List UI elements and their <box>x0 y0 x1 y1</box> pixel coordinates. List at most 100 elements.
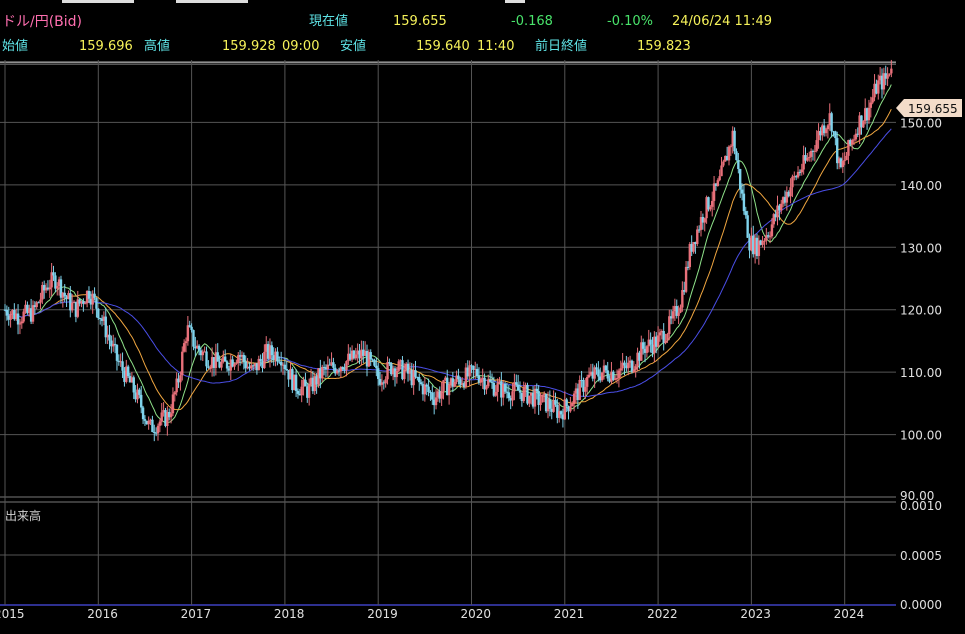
candle-body <box>539 402 542 405</box>
candle-body <box>201 351 204 356</box>
candle-body <box>684 266 688 292</box>
candle-body <box>738 169 742 190</box>
candle-body <box>35 302 38 308</box>
candle-body <box>761 241 764 245</box>
candle-body <box>164 410 167 426</box>
volume-label: 出来高 <box>5 508 41 523</box>
candle-body <box>800 169 803 173</box>
candle-body <box>255 363 259 371</box>
candle-body <box>627 362 630 369</box>
candle-body <box>80 301 83 304</box>
candle-body <box>763 240 766 242</box>
candle-body <box>395 370 399 378</box>
tab-strip-segment[interactable] <box>62 0 134 3</box>
candle-body <box>444 377 447 381</box>
candle-body <box>518 390 522 393</box>
candle-body <box>404 363 408 370</box>
volume-y-tick-label: 0.0005 <box>900 549 942 563</box>
candle-body <box>804 155 807 161</box>
candle-body <box>552 399 555 412</box>
candle-body <box>41 285 44 300</box>
candle-body <box>87 291 91 299</box>
candle-body <box>569 406 572 412</box>
candle-body <box>261 360 264 369</box>
candle-body <box>636 352 639 367</box>
candle-body <box>692 242 695 252</box>
candle-body <box>156 425 160 434</box>
candle-body <box>705 197 708 219</box>
candle-body <box>352 350 356 359</box>
candle-body <box>451 378 455 387</box>
candle-body <box>821 125 824 136</box>
candle-body <box>781 197 785 204</box>
candle-body <box>24 304 27 312</box>
candle-body <box>638 352 641 361</box>
candle-body <box>44 287 48 291</box>
candle-body <box>363 350 367 356</box>
candle-body <box>850 140 854 145</box>
candle-body <box>509 398 512 401</box>
y-tick-label: 110.00 <box>900 366 942 380</box>
candle-body <box>278 361 281 363</box>
candle-body <box>647 339 650 347</box>
candle-body <box>666 334 669 341</box>
candle-body <box>74 301 78 317</box>
candle-body <box>69 293 72 311</box>
candle-body <box>337 370 341 372</box>
tab-strip-segment[interactable] <box>505 0 525 3</box>
candle-body <box>658 332 662 336</box>
candle-body <box>151 419 154 432</box>
candle-body <box>210 357 214 368</box>
candle-body <box>673 306 677 312</box>
candle-body <box>3 309 7 311</box>
tab-strip-segment[interactable] <box>176 0 248 3</box>
candle-body <box>179 375 182 383</box>
candle-body <box>882 73 886 90</box>
candle-body <box>72 301 76 303</box>
candle-body <box>362 349 365 356</box>
candle-body <box>535 388 539 392</box>
y-tick-label: 120.00 <box>900 304 942 318</box>
candle-body <box>132 377 135 393</box>
candle-body <box>576 388 580 401</box>
candle-body <box>429 392 432 394</box>
candle-body <box>304 379 307 387</box>
candle-body <box>18 323 22 325</box>
candle-body <box>817 130 820 141</box>
x-tick-label: 2022 <box>647 607 678 621</box>
candle-body <box>233 363 236 367</box>
candle-body <box>29 308 33 322</box>
candle-body <box>481 377 484 380</box>
candle-body <box>296 390 300 394</box>
candle-body <box>382 382 385 384</box>
prev-close-label: 前日終値 <box>535 39 588 54</box>
candle-body <box>548 399 552 409</box>
candle-body <box>130 377 134 383</box>
candle-body <box>528 395 531 404</box>
candle-body <box>367 352 371 367</box>
low-time: 11:40 <box>477 39 515 54</box>
candle-body <box>7 315 10 320</box>
candle-body <box>341 367 344 370</box>
candle-body <box>783 197 787 203</box>
candle-body <box>798 171 802 173</box>
candle-body <box>313 376 316 392</box>
moving-average-long <box>4 128 892 398</box>
candle-body <box>97 308 100 319</box>
candle-body <box>822 125 826 134</box>
candle-body <box>186 325 190 342</box>
candle-body <box>315 376 318 385</box>
candle-body <box>589 371 593 375</box>
candle-body <box>33 305 37 308</box>
candle-body <box>832 131 835 133</box>
candle-body <box>453 381 456 387</box>
candle-body <box>287 370 290 380</box>
candle-body <box>427 386 430 393</box>
candle-body <box>20 321 23 324</box>
candle-body <box>149 419 152 422</box>
candle-body <box>488 379 492 382</box>
candle-body <box>541 394 544 403</box>
candle-body <box>182 343 186 352</box>
candle-body <box>600 372 604 381</box>
